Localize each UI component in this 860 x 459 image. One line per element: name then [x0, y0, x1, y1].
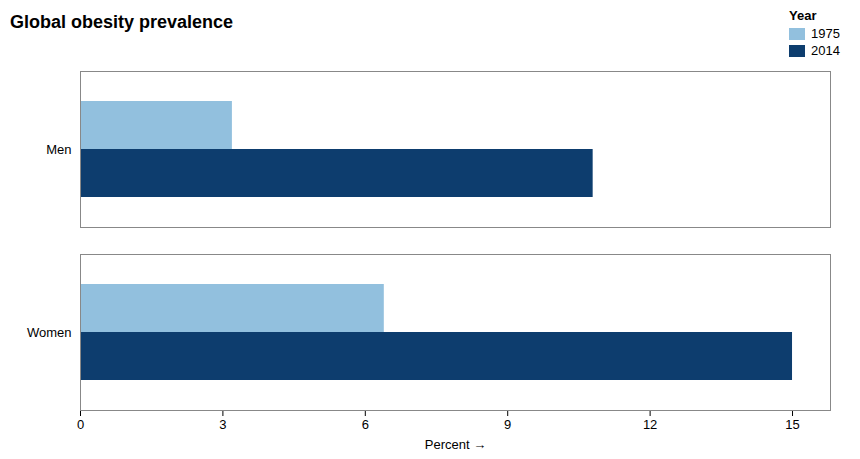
svg-text:3: 3 [219, 417, 226, 432]
svg-text:Men: Men [46, 142, 71, 157]
html-text:1975: 1975 [811, 26, 840, 41]
svg-text:Women: Women [27, 325, 72, 340]
svg-text:12: 12 [643, 417, 657, 432]
html-text:Global obesity prevalence: Global obesity prevalence [10, 12, 234, 32]
html-text:Year: Year [789, 8, 817, 23]
html-text:2014: 2014 [811, 43, 840, 58]
svg-text:15: 15 [785, 417, 799, 432]
svg-text:Percent →: Percent → [425, 437, 486, 452]
svg-text:9: 9 [504, 417, 511, 432]
svg-text:6: 6 [362, 417, 369, 432]
svg-text:0: 0 [77, 417, 84, 432]
